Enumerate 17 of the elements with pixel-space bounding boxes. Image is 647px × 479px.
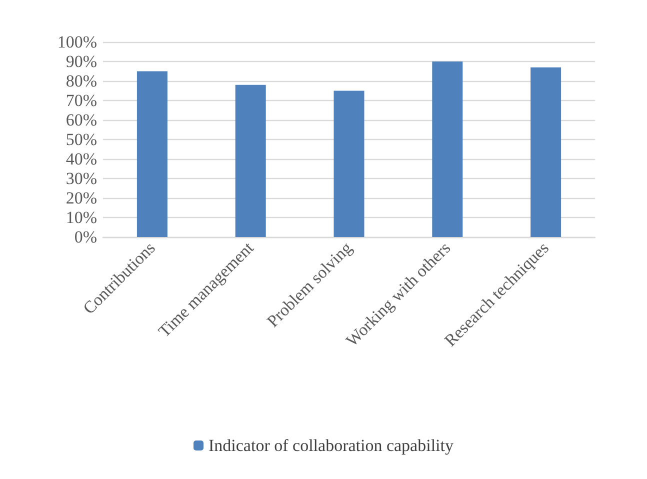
y-tick-label: 60%: [66, 110, 97, 130]
bar: [334, 90, 364, 237]
y-tick-label: 0%: [74, 228, 97, 246]
y-tick-label: 20%: [66, 188, 97, 208]
legend-label: Indicator of collaboration capability: [208, 436, 454, 455]
y-tick-label: 90%: [66, 52, 97, 71]
y-tick-label: 40%: [66, 150, 97, 168]
y-tick-label: 30%: [66, 169, 97, 188]
bar: [530, 67, 562, 237]
y-tick-label: 80%: [66, 72, 97, 90]
y-tick-label: 100%: [57, 32, 97, 52]
y-tick-label: 70%: [66, 91, 97, 110]
bar: [136, 71, 168, 237]
bar: [432, 62, 463, 237]
bar: [235, 84, 266, 237]
y-tick-label: 10%: [66, 208, 97, 227]
y-tick-label: 50%: [66, 130, 97, 149]
